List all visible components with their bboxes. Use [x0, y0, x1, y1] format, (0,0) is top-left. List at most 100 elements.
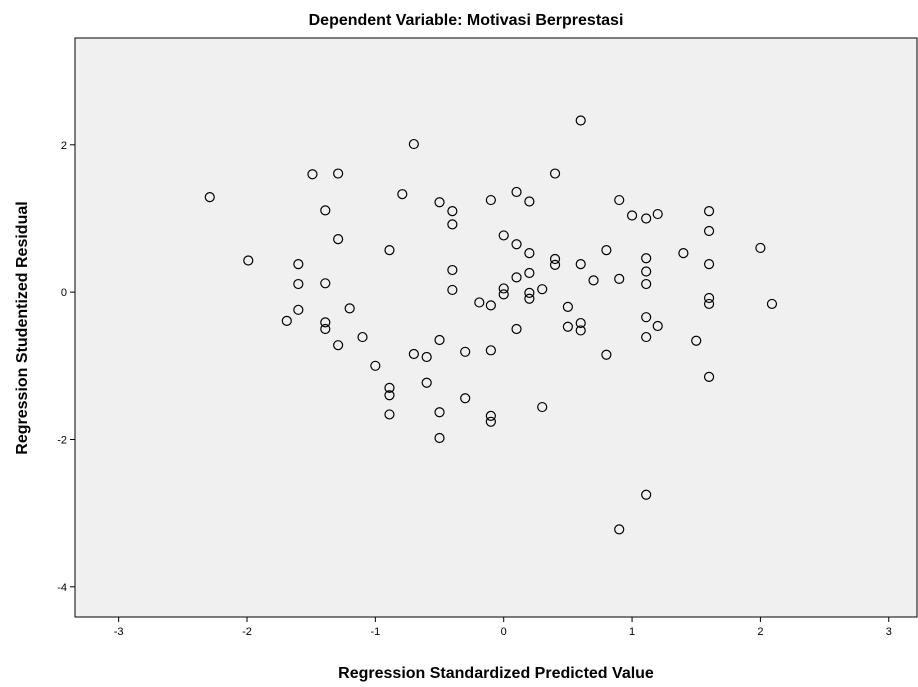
point — [575, 317, 586, 329]
point — [384, 382, 395, 394]
point — [485, 416, 496, 427]
point — [641, 331, 652, 343]
x-tick-label: -2 — [242, 626, 252, 638]
point — [474, 297, 485, 308]
point — [575, 115, 586, 126]
point — [511, 272, 522, 283]
point — [320, 278, 331, 289]
point — [524, 293, 535, 304]
point — [511, 323, 522, 335]
point — [408, 138, 419, 150]
point — [320, 323, 331, 335]
point — [524, 267, 535, 279]
point — [485, 410, 496, 421]
point — [755, 242, 766, 254]
point — [511, 239, 522, 250]
point — [524, 287, 535, 298]
y-tick-label: 0 — [61, 287, 67, 299]
point — [703, 225, 715, 237]
point — [408, 348, 419, 360]
point — [384, 245, 395, 256]
point — [652, 208, 663, 220]
point — [641, 213, 652, 224]
point — [524, 247, 535, 259]
point — [537, 401, 548, 413]
point — [537, 284, 548, 295]
y-tick-label: 2 — [61, 140, 67, 152]
point — [575, 325, 586, 336]
point — [641, 266, 652, 277]
point — [344, 303, 355, 314]
point — [549, 259, 561, 270]
point — [498, 289, 509, 300]
point — [641, 312, 652, 323]
x-axis-label: Regression Standardized Predicted Value — [338, 665, 654, 682]
point — [588, 275, 599, 286]
point — [678, 247, 689, 259]
point — [460, 393, 471, 404]
point — [384, 409, 395, 420]
point — [549, 253, 561, 265]
point — [485, 194, 496, 206]
point — [601, 245, 612, 256]
x-tick-label: 2 — [757, 626, 763, 638]
point — [447, 206, 458, 217]
point — [281, 315, 292, 326]
point — [626, 210, 638, 221]
x-tick-label: -3 — [114, 626, 124, 638]
point — [562, 321, 573, 332]
point — [641, 278, 652, 290]
y-tick-label: -2 — [57, 434, 67, 446]
point — [293, 278, 304, 290]
point — [434, 432, 445, 444]
point — [447, 264, 458, 276]
point — [204, 192, 215, 203]
point — [703, 259, 715, 270]
point — [333, 340, 344, 351]
point — [614, 194, 625, 206]
point — [601, 349, 612, 360]
plot-area — [74, 37, 918, 618]
point — [434, 334, 445, 346]
point — [434, 407, 445, 418]
point — [320, 317, 331, 328]
point — [485, 345, 496, 356]
point — [641, 489, 652, 500]
point — [498, 230, 509, 241]
point — [703, 371, 715, 382]
point — [320, 205, 331, 216]
point — [766, 298, 778, 310]
point — [243, 255, 254, 266]
point — [434, 197, 445, 208]
point — [691, 335, 702, 346]
point — [562, 301, 573, 312]
point — [447, 219, 458, 230]
point — [524, 196, 535, 207]
point — [384, 390, 395, 401]
point — [652, 320, 663, 332]
point — [447, 284, 458, 296]
point — [357, 331, 368, 343]
point — [333, 168, 344, 179]
point — [293, 304, 304, 315]
point — [703, 206, 715, 217]
point — [703, 298, 715, 310]
chart-title: Dependent Variable: Motivasi Berprestasi — [309, 12, 624, 29]
point — [498, 283, 509, 294]
x-tick-label: -1 — [370, 626, 380, 638]
point — [333, 234, 344, 245]
point — [614, 273, 625, 284]
point — [614, 524, 625, 535]
point — [397, 189, 408, 200]
point — [703, 292, 715, 304]
point — [293, 259, 304, 270]
point — [421, 351, 432, 363]
point — [575, 259, 586, 270]
x-tick-label: 1 — [629, 626, 635, 638]
point — [421, 377, 432, 388]
x-tick-label: 0 — [501, 626, 507, 638]
point — [460, 346, 471, 357]
y-axis-label: Regression Studentized Residual — [14, 201, 31, 454]
point — [511, 186, 522, 198]
